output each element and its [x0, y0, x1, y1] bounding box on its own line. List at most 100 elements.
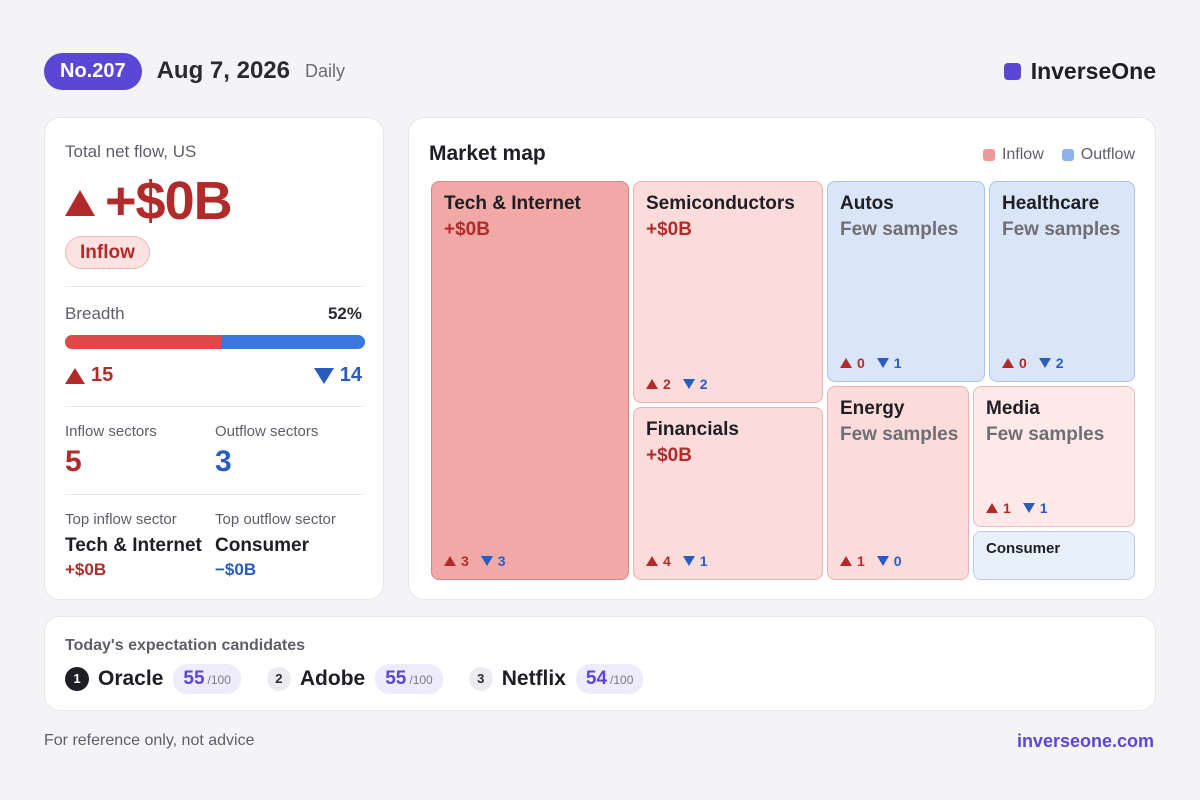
tile-up-count: 3: [461, 553, 469, 569]
candidates-title: Today's expectation candidates: [65, 637, 306, 654]
legend-inflow-label: Inflow: [1001, 146, 1044, 163]
rank-badge: 3: [468, 667, 493, 691]
tile-energy[interactable]: Energy Few samples 1 0: [827, 386, 969, 580]
top-outflow-value: −$0B: [215, 560, 257, 579]
tile-tech-internet[interactable]: Tech & Internet +$0B 3 3: [431, 181, 629, 580]
report-frequency: Daily: [305, 60, 346, 81]
brand-name: InverseOne: [1030, 57, 1156, 84]
header: No.207 Aug 7, 2026 Daily InverseOne: [44, 52, 1156, 90]
candidate-item[interactable]: 1 Oracle 55 /100: [65, 664, 241, 694]
divider: [65, 286, 363, 287]
breadth-bar-up: [65, 335, 221, 349]
score-max: /100: [409, 673, 433, 687]
down-triangle-icon: [313, 367, 334, 384]
tile-counts: 4 1: [646, 553, 708, 569]
tile-name: Healthcare: [1002, 193, 1100, 214]
candidate-item[interactable]: 2 Adobe 55 /100: [266, 664, 443, 694]
tile-counts: 1 0: [840, 553, 902, 569]
down-triangle-icon: [876, 556, 889, 566]
candidates-card: Today's expectation candidates 1 Oracle …: [44, 616, 1156, 711]
tile-consumer[interactable]: Consumer: [973, 531, 1135, 580]
rank-badge: 1: [65, 667, 89, 691]
tile-value: +$0B: [646, 445, 692, 466]
tile-financials[interactable]: Financials +$0B 4 1: [633, 407, 823, 580]
disclaimer: For reference only, not advice: [44, 732, 255, 749]
brand[interactable]: InverseOne: [1003, 57, 1156, 85]
top-outflow-label: Top outflow sector: [215, 511, 336, 528]
tile-counts: 2 2: [646, 376, 708, 392]
top-inflow-value: +$0B: [65, 560, 107, 579]
candidate-name: Netflix: [501, 667, 566, 690]
net-flow-value: +$0B: [65, 171, 233, 231]
tile-counts: 0 2: [1002, 355, 1064, 371]
issue-badge: No.207: [44, 52, 142, 90]
tile-value: Few samples: [840, 424, 959, 445]
inflow-swatch-icon: [982, 149, 995, 161]
tile-down-count: 1: [699, 553, 708, 569]
tile-up-count: 2: [663, 376, 671, 392]
up-triangle-icon: [986, 503, 998, 513]
score-max: /100: [207, 673, 231, 687]
up-triangle-icon: [646, 556, 658, 566]
outflow-sectors-label: Outflow sectors: [215, 423, 319, 440]
tile-down-count: 0: [893, 553, 902, 569]
tile-name: Autos: [840, 193, 894, 214]
tile-up-count: 0: [1019, 355, 1027, 371]
market-map-legend: Inflow Outflow: [965, 146, 1135, 164]
candidate-score: 55 /100: [375, 664, 443, 694]
down-triangle-icon: [1038, 358, 1051, 368]
tile-down-count: 3: [497, 553, 506, 569]
outflow-sectors-count: 3: [215, 445, 232, 478]
rank-badge: 2: [266, 667, 291, 691]
tile-name: Tech & Internet: [444, 193, 581, 214]
up-count: 15: [65, 364, 113, 387]
candidate-score: 55 /100: [173, 664, 241, 694]
up-triangle-icon: [840, 556, 852, 566]
candidate-name: Adobe: [299, 667, 366, 690]
tile-counts: 1 1: [986, 500, 1048, 516]
breadth-percent: 52%: [327, 304, 362, 323]
up-triangle-icon: [840, 358, 852, 368]
tile-name: Financials: [646, 419, 739, 440]
up-triangle-icon: [65, 367, 85, 384]
tile-value: +$0B: [444, 219, 490, 240]
tile-counts: 3 3: [444, 553, 506, 569]
tile-down-count: 1: [1039, 500, 1048, 516]
net-flow-amount: +$0B: [105, 171, 233, 231]
divider: [65, 494, 363, 495]
outflow-swatch-icon: [1061, 149, 1074, 161]
candidates-list: 1 Oracle 55 /100 2 Adobe 55 /100 3 Netfl…: [65, 664, 669, 694]
tile-value: Few samples: [986, 424, 1105, 445]
down-triangle-icon: [480, 556, 493, 566]
tile-name: Energy: [840, 398, 905, 419]
down-triangle-icon: [682, 379, 695, 389]
up-arrow-icon: [65, 190, 95, 216]
breadth-label: Breadth: [65, 304, 125, 323]
market-map-title: Market map: [429, 142, 546, 165]
tile-up-count: 1: [1003, 500, 1011, 516]
down-triangle-icon: [682, 556, 695, 566]
up-count-value: 15: [91, 364, 114, 386]
up-triangle-icon: [646, 379, 658, 389]
top-inflow-label: Top inflow sector: [65, 511, 177, 528]
tile-semiconductors[interactable]: Semiconductors +$0B 2 2: [633, 181, 823, 403]
tile-autos[interactable]: Autos Few samples 0 1: [827, 181, 985, 382]
tile-healthcare[interactable]: Healthcare Few samples 0 2: [989, 181, 1135, 382]
top-inflow-name: Tech & Internet: [65, 535, 202, 556]
tile-up-count: 0: [857, 355, 865, 371]
score-value: 54: [585, 668, 608, 689]
tile-down-count: 2: [1055, 355, 1064, 371]
breadth-bar: [65, 335, 365, 349]
tile-name: Media: [986, 398, 1040, 419]
tile-value: Few samples: [1002, 219, 1121, 240]
tile-media[interactable]: Media Few samples 1 1: [973, 386, 1135, 527]
down-count: 14: [313, 364, 362, 387]
tile-down-count: 1: [893, 355, 902, 371]
flow-status-badge: Inflow: [65, 236, 150, 269]
tile-name: Semiconductors: [646, 193, 795, 214]
down-triangle-icon: [1022, 503, 1035, 513]
site-link[interactable]: inverseone.com: [1016, 731, 1154, 751]
breadth-bar-down: [221, 335, 365, 349]
candidate-item[interactable]: 3 Netflix 54 /100: [468, 664, 644, 694]
inflow-sectors-label: Inflow sectors: [65, 423, 157, 440]
